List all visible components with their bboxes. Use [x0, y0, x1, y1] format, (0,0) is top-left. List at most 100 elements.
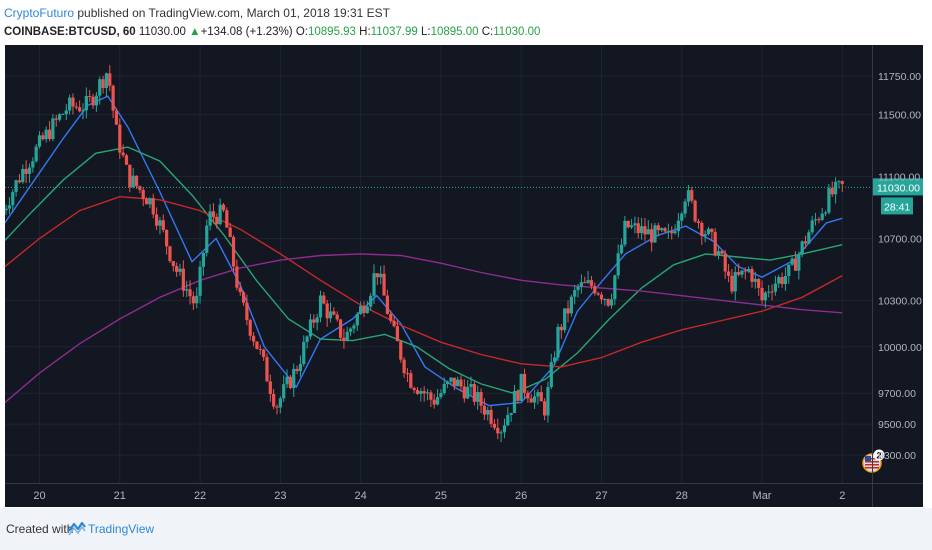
candle-down — [643, 226, 647, 235]
candle-up — [352, 325, 356, 329]
candle-down — [593, 285, 597, 294]
candle-down — [840, 181, 844, 184]
candle-up — [208, 211, 212, 226]
candle-up — [686, 190, 691, 202]
candle-up — [579, 282, 583, 287]
candle-down — [322, 295, 326, 304]
candle-up — [34, 146, 38, 162]
candle-down — [141, 189, 145, 199]
candle-up — [285, 376, 289, 385]
candle-up — [61, 114, 65, 116]
tradingview-logo-icon[interactable] — [68, 520, 86, 536]
candle-up — [81, 110, 85, 112]
change-value: +134.08 (+1.23%) — [200, 26, 293, 38]
ma-long-line — [5, 253, 843, 404]
candle-down — [382, 273, 386, 296]
candle-down — [41, 135, 45, 140]
candle-up — [355, 313, 359, 326]
candle-up — [827, 188, 831, 213]
candle-up — [569, 296, 573, 314]
candle-up — [198, 266, 202, 296]
candle-down — [245, 302, 249, 321]
candle-up — [546, 386, 550, 416]
candle-up — [466, 387, 470, 399]
close-value: 11030.00 — [493, 26, 541, 38]
candle-up — [379, 273, 383, 278]
candle-down — [74, 106, 78, 108]
candle-down — [251, 335, 256, 342]
candle-up — [486, 409, 490, 415]
candle-up — [556, 326, 560, 358]
candle-down — [295, 368, 299, 372]
candle-up — [44, 129, 48, 140]
candle-up — [767, 291, 771, 293]
candle-down — [479, 392, 483, 406]
candle-up — [753, 278, 757, 282]
candle-up — [813, 219, 818, 221]
candle-down — [402, 359, 406, 374]
candle-up — [476, 392, 480, 402]
candle-up — [837, 181, 841, 183]
candle-down — [138, 186, 142, 190]
candle-up — [94, 95, 98, 106]
candle-down — [91, 96, 95, 106]
candle-down — [71, 97, 75, 107]
price-chart[interactable]: 11030.00 28:41 2 11750.00 11500.00 11100.00 1… — [5, 45, 923, 507]
symbol-label[interactable]: COINBASE:BTCUSD, 60 — [4, 26, 136, 38]
events-count-badge[interactable]: 2 — [876, 451, 881, 461]
candle-up — [823, 212, 828, 214]
candle-down — [272, 393, 276, 407]
candle-down — [656, 225, 660, 231]
candle-down — [362, 305, 366, 313]
candle-up — [683, 201, 687, 214]
candle-up — [84, 96, 88, 111]
candle-down — [409, 373, 413, 388]
author-link[interactable]: CryptoFuturo — [4, 6, 75, 20]
candle-down — [817, 219, 821, 221]
x-tick-label: Mar — [753, 490, 772, 502]
candle-down — [757, 278, 761, 288]
publish-line: CryptoFuturo published on TradingView.co… — [4, 4, 924, 22]
candle-down — [399, 341, 403, 360]
candle-up — [820, 213, 824, 220]
candle-down — [432, 399, 436, 405]
candle-down — [255, 341, 259, 349]
x-tick-label: 20 — [33, 490, 45, 502]
y-tick-label: 9500.00 — [878, 419, 916, 431]
candle-down — [114, 110, 119, 125]
candle-up — [680, 213, 684, 221]
candle-down — [663, 228, 667, 232]
candle-up — [633, 223, 637, 226]
candle-down — [589, 280, 594, 286]
candle-up — [27, 167, 32, 174]
x-tick-label: 22 — [194, 490, 206, 502]
candle-down — [670, 231, 674, 234]
candle-down — [111, 85, 115, 111]
candle-up — [740, 270, 744, 275]
candle-up — [747, 269, 751, 272]
candle-up — [68, 97, 72, 111]
candle-up — [435, 397, 440, 405]
candle-down — [235, 266, 239, 288]
candle-down — [121, 152, 125, 156]
candle-up — [469, 384, 473, 388]
candle-down — [389, 314, 393, 321]
candle-up — [660, 228, 664, 231]
candle-down — [395, 326, 400, 342]
y-tick-label: 11100.00 — [878, 172, 920, 184]
chart-area[interactable]: 11030.00 28:41 2 11750.00 11500.00 11100.00 1… — [5, 45, 923, 507]
x-tick-label: 23 — [274, 490, 286, 502]
candle-down — [726, 271, 731, 276]
candle-down — [238, 287, 242, 293]
candle-up — [512, 390, 517, 413]
candle-up — [201, 252, 206, 267]
candle-down — [228, 227, 232, 237]
candle-up — [318, 295, 323, 318]
candle-down — [760, 287, 764, 301]
high-label: H: — [359, 26, 371, 38]
candle-up — [302, 341, 306, 364]
candle-up — [365, 306, 369, 313]
candle-down — [459, 379, 463, 387]
candle-up — [104, 73, 109, 88]
tradingview-brand[interactable]: TradingView — [88, 522, 155, 536]
